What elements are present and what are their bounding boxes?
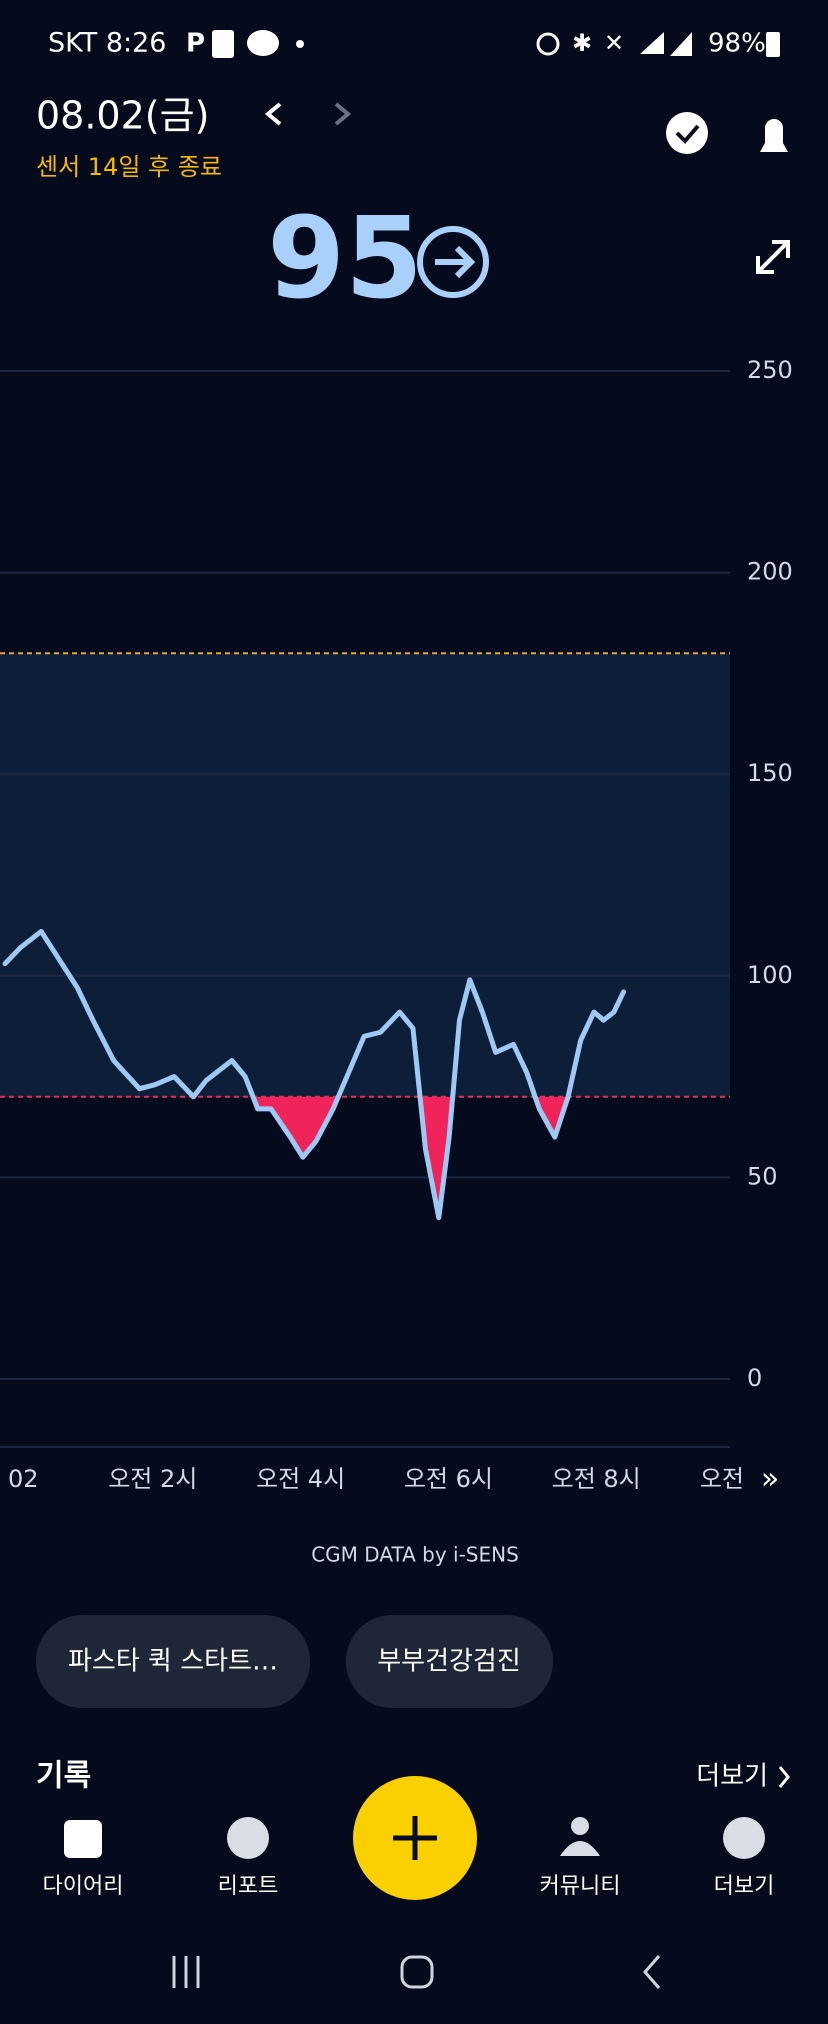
nav-label[interactable]: 리포트: [218, 1874, 279, 1899]
bluetooth-icon: ✱: [572, 29, 592, 57]
x-tick-label: 오전 4시: [256, 1465, 345, 1493]
report-icon[interactable]: [227, 1817, 269, 1859]
add-icon: [393, 1816, 437, 1860]
community-icon: [560, 1841, 600, 1856]
y-tick-label: 50: [747, 1162, 778, 1190]
more-icon[interactable]: [723, 1817, 765, 1859]
x-tick-label: 오전 2시: [108, 1465, 197, 1493]
notif-icon: [212, 30, 234, 58]
y-tick-label: 0: [747, 1364, 762, 1392]
wifi-icon: [640, 32, 664, 54]
y-tick-label: 150: [747, 759, 793, 787]
chip[interactable]: [36, 1615, 310, 1708]
chip-label[interactable]: 파스타 퀵 스타트…: [68, 1647, 278, 1677]
x-tick-label: 오전 8시: [552, 1465, 641, 1493]
nav-label[interactable]: 다이어리: [43, 1874, 124, 1899]
more-arrow: [778, 1766, 790, 1788]
battery-text: 98%: [708, 29, 766, 59]
home-button[interactable]: [400, 1955, 434, 1989]
records-title: 기록: [36, 1759, 91, 1794]
scroll-right[interactable]: »: [761, 1462, 779, 1497]
verified-icon[interactable]: [666, 112, 708, 154]
x-tick-label: 02: [8, 1465, 39, 1493]
notif-icon: [247, 30, 279, 56]
battery-icon: [766, 32, 780, 57]
bell-icon[interactable]: [760, 119, 788, 152]
records-more[interactable]: 더보기: [696, 1762, 768, 1792]
x-tick-label: 오전: [700, 1465, 744, 1493]
expand-icon[interactable]: [756, 240, 790, 274]
chart: 0 50 100 150 200 250 02 오전 2시 오전 4시 오전 6시 오전 8시 오전: [0, 356, 793, 1493]
notif-icon: P: [186, 29, 205, 59]
chip[interactable]: [346, 1615, 553, 1708]
chip-label[interactable]: 부부건강검진: [377, 1647, 521, 1677]
carrier-time: SKT 8:26: [48, 28, 166, 59]
target-band: [0, 653, 730, 1097]
y-tick-label: 200: [747, 558, 793, 586]
nav-label[interactable]: 커뮤니티: [540, 1874, 621, 1899]
y-tick-label: 250: [747, 356, 793, 384]
nav-label[interactable]: 더보기: [714, 1874, 775, 1899]
community-icon[interactable]: [571, 1817, 589, 1835]
back-button[interactable]: [643, 1955, 661, 1989]
low-area: [253, 1096, 569, 1218]
signal-icon: [670, 32, 692, 56]
diary-icon[interactable]: [64, 1820, 102, 1858]
trend-arrow-head: [435, 245, 476, 279]
recent-apps[interactable]: [172, 1956, 200, 1988]
trend-arrow: [417, 226, 489, 298]
x-tick-label: 오전 6시: [404, 1465, 493, 1493]
prev-day[interactable]: [264, 102, 282, 126]
alarm-icon: [536, 32, 560, 56]
source: CGM DATA by i-SENS: [311, 1543, 519, 1567]
sensor-status: 센서 14일 후 종료: [36, 153, 222, 181]
mute-icon: ✕: [604, 29, 624, 57]
verified-check: [675, 124, 700, 144]
current-glucose: 95: [267, 194, 423, 324]
next-day[interactable]: [334, 102, 352, 126]
notif-dot: [296, 40, 304, 48]
date: 08.02(금): [36, 94, 209, 138]
glucose-line: [2, 928, 627, 1221]
y-tick-label: 100: [747, 961, 793, 989]
